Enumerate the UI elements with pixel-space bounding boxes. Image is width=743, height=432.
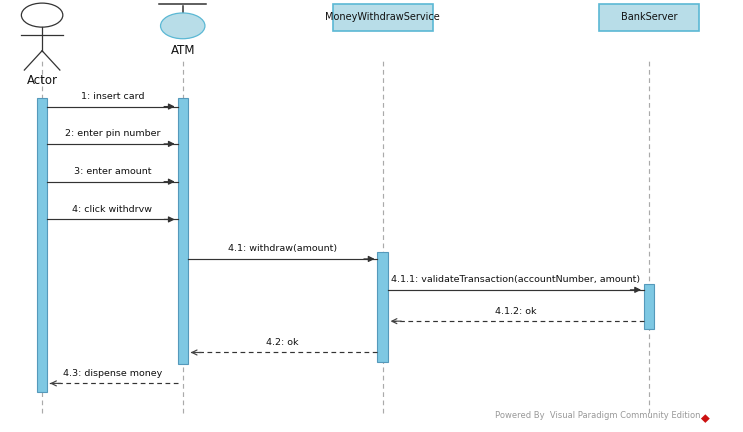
Polygon shape <box>701 414 710 423</box>
Text: 4.3: dispense money: 4.3: dispense money <box>63 369 162 378</box>
Text: 4.2: ok: 4.2: ok <box>267 338 299 347</box>
Text: 4.1.1: validateTransaction(accountNumber, amount): 4.1.1: validateTransaction(accountNumber… <box>392 275 640 284</box>
Text: 1: insert card: 1: insert card <box>81 92 144 101</box>
Circle shape <box>22 3 63 27</box>
Text: 4.1: withdraw(amount): 4.1: withdraw(amount) <box>228 245 337 253</box>
Bar <box>333 3 432 32</box>
Circle shape <box>160 13 205 39</box>
Text: 2: enter pin number: 2: enter pin number <box>65 129 160 138</box>
Text: Actor: Actor <box>27 74 58 87</box>
Bar <box>644 284 655 329</box>
Bar <box>37 98 48 392</box>
Text: 4: click withdrvw: 4: click withdrvw <box>72 205 152 214</box>
Text: 3: enter amount: 3: enter amount <box>74 167 151 176</box>
Bar <box>377 252 388 362</box>
Text: ATM: ATM <box>170 44 195 57</box>
Text: Powered By  Visual Paradigm Community Edition: Powered By Visual Paradigm Community Edi… <box>496 411 701 420</box>
Bar <box>599 3 699 32</box>
Text: BankServer: BankServer <box>621 13 678 22</box>
Text: 4.1.2: ok: 4.1.2: ok <box>495 307 536 316</box>
Bar <box>178 98 188 364</box>
Text: MoneyWithdrawService: MoneyWithdrawService <box>325 13 440 22</box>
